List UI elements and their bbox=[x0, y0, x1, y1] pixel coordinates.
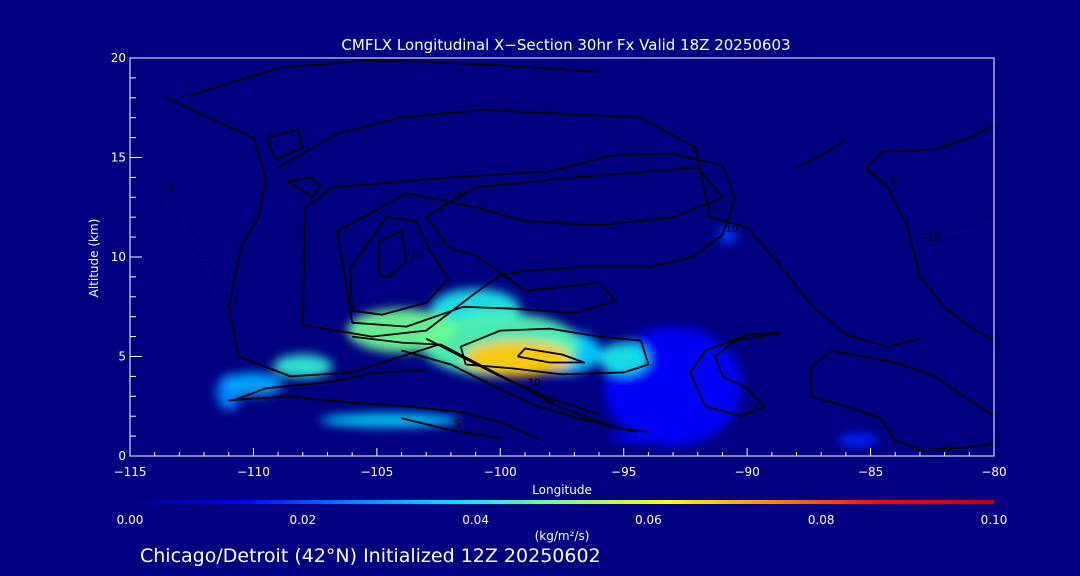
x-axis-label: Longitude bbox=[532, 483, 592, 497]
colorbar-tick-label: 0.02 bbox=[289, 513, 316, 527]
colorbar-gradient bbox=[130, 500, 994, 504]
dotted-contour-line bbox=[919, 220, 994, 238]
colorbar: 0.00 0.02 0.04 0.06 0.08 0.10 (kg/m²/s) bbox=[117, 500, 1008, 543]
y-tick-label: 5 bbox=[118, 350, 126, 364]
contour-line bbox=[796, 138, 847, 169]
x-tick-label: −90 bbox=[734, 465, 759, 479]
flux-cell bbox=[717, 227, 738, 244]
contour-line bbox=[401, 417, 501, 439]
contour-label: 10 bbox=[432, 238, 445, 249]
contour-lines: 0 10 10 20 10 5 5 0 10 20 5 bbox=[166, 51, 994, 451]
flux-cell bbox=[599, 342, 649, 375]
contour-line bbox=[459, 327, 650, 376]
contour-line bbox=[166, 96, 439, 378]
contour-label: 10 bbox=[725, 224, 738, 235]
chart-title: CMFLX Longitudinal X−Section 30hr Fx Val… bbox=[341, 36, 790, 54]
contour-label: 0 bbox=[434, 51, 440, 62]
contour-label: 10 bbox=[528, 377, 541, 388]
plot-background bbox=[130, 58, 994, 456]
contour-line bbox=[228, 395, 538, 439]
x-tick-label: −115 bbox=[114, 465, 147, 479]
colorbar-tick-label: 0.10 bbox=[981, 513, 1008, 527]
y-tick-label: 20 bbox=[111, 51, 126, 65]
contour-line bbox=[277, 108, 921, 348]
colorbar-tick-label: 0.06 bbox=[635, 513, 662, 527]
contour-line bbox=[689, 331, 782, 418]
contour-label: 20 bbox=[540, 395, 553, 406]
contour-line bbox=[188, 59, 600, 97]
contour-line bbox=[348, 216, 450, 316]
contour-line bbox=[336, 166, 724, 328]
x-tick-label: −85 bbox=[858, 465, 883, 479]
y-axis-label: Altitude (km) bbox=[87, 219, 101, 298]
contour-line bbox=[301, 152, 736, 338]
dotted-contour-label: -10 bbox=[159, 183, 175, 194]
y-axis: 0 5 10 15 20 bbox=[111, 51, 142, 463]
colorbar-tick-label: 0.08 bbox=[808, 513, 835, 527]
y-tick-label: 15 bbox=[111, 151, 126, 165]
flux-cell bbox=[320, 413, 459, 428]
y-tick-label: 0 bbox=[118, 449, 126, 463]
contour-line bbox=[810, 349, 994, 451]
footer-caption: Chicago/Detroit (42°N) Initialized 12Z 2… bbox=[140, 545, 601, 567]
colorbar-unit-label: (kg/m²/s) bbox=[535, 529, 590, 543]
contour-line bbox=[233, 369, 427, 402]
flux-cell bbox=[273, 354, 333, 379]
x-axis: −115 −110 −105 −100 −95 −90 −85 −80 bbox=[114, 448, 1007, 479]
contour-line bbox=[864, 124, 994, 342]
contour-line bbox=[401, 349, 637, 433]
flux-cell bbox=[463, 340, 572, 377]
colorbar-ticks: 0.00 0.02 0.04 0.06 0.08 0.10 bbox=[117, 513, 1008, 527]
colorbar-tick-label: 0.00 bbox=[117, 513, 144, 527]
contour-label: 10 bbox=[409, 250, 422, 261]
y-tick-label: 10 bbox=[111, 250, 126, 264]
contour-line bbox=[425, 337, 600, 416]
x-tick-label: −95 bbox=[611, 465, 636, 479]
contour-line bbox=[264, 128, 304, 161]
contour-label: 20 bbox=[454, 190, 467, 201]
colorbar-tick-label: 0.04 bbox=[462, 513, 489, 527]
contour-label: 5 bbox=[232, 296, 238, 307]
dotted-contour-label: -10 bbox=[924, 233, 940, 244]
contour-label: 0 bbox=[891, 176, 897, 187]
contour-line bbox=[287, 176, 321, 199]
contour-label: 5 bbox=[713, 206, 719, 217]
contour-line bbox=[516, 347, 586, 364]
flux-cell bbox=[838, 433, 878, 448]
contour-line bbox=[378, 230, 408, 278]
x-tick-label: −80 bbox=[981, 465, 1006, 479]
flux-cell bbox=[223, 372, 284, 397]
contour-label: 5 bbox=[454, 419, 460, 430]
x-tick-label: −105 bbox=[360, 465, 393, 479]
x-tick-label: −110 bbox=[237, 465, 270, 479]
x-tick-label: −100 bbox=[484, 465, 517, 479]
